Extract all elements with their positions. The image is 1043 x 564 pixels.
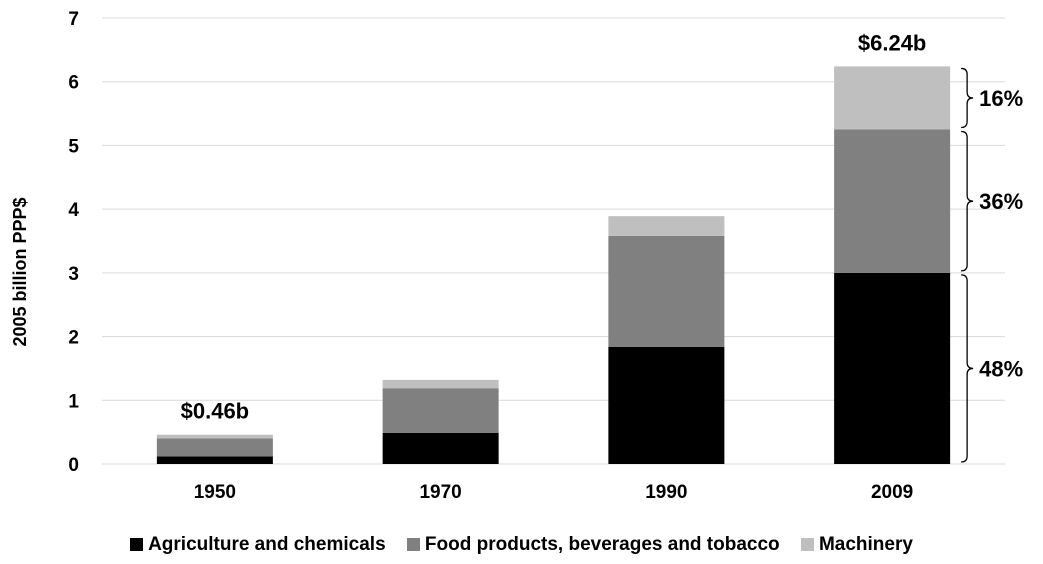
legend: Agriculture and chemicals Food products,…: [0, 534, 1043, 556]
x-tick-label: 1990: [645, 482, 687, 503]
legend-label-machinery: Machinery: [818, 534, 913, 555]
legend-label-agriculture: Agriculture and chemicals: [148, 534, 386, 555]
legend-swatch-food: [406, 538, 420, 551]
y-tick-label: 1: [68, 391, 79, 412]
y-tick-label: 5: [68, 136, 79, 157]
share-brace: [961, 274, 974, 463]
stacked-bar-chart: 0 1 2 3 4 5 6 7 2005 billion PPP$ 1950 1970 1990 2…: [10, 9, 1023, 503]
share-brace: [961, 67, 974, 129]
legend-item-food: Food products, beverages and tobacco: [406, 534, 780, 556]
gridlines: [102, 17, 1005, 465]
bar-segment: [156, 456, 273, 464]
y-tick-label: 7: [68, 9, 79, 30]
legend-swatch-machinery: [800, 538, 814, 551]
legend-swatch-agriculture: [130, 538, 144, 551]
bar-segment: [608, 346, 725, 464]
annotations: $0.46b $6.24b 16% 36% 48%: [181, 30, 1023, 463]
x-tick-label: 1950: [194, 482, 236, 503]
y-tick-label: 0: [68, 455, 79, 476]
share-brace: [961, 130, 974, 272]
y-axis-label: 2005 billion PPP$: [10, 197, 30, 346]
bar-segment: [608, 235, 725, 347]
share-label: 16%: [979, 86, 1023, 111]
share-label: 36%: [979, 189, 1023, 214]
y-tick-label: 6: [68, 73, 79, 94]
total-label: $0.46b: [181, 399, 250, 424]
y-tick-label: 2: [68, 328, 79, 349]
legend-label-food: Food products, beverages and tobacco: [424, 534, 780, 555]
bars: [156, 66, 951, 464]
bar-segment: [834, 272, 951, 464]
y-tick-label: 4: [68, 200, 79, 221]
y-tick-label: 3: [68, 264, 79, 285]
y-axis-ticks: 0 1 2 3 4 5 6 7: [68, 9, 79, 476]
x-tick-label: 2009: [871, 482, 913, 503]
x-tick-label: 1970: [419, 482, 461, 503]
bar-segment: [382, 379, 499, 389]
bar-segment: [382, 388, 499, 433]
bar-segment: [156, 438, 273, 457]
bar-segment: [608, 216, 725, 236]
x-axis-ticks: 1950 1970 1990 2009: [194, 482, 914, 503]
legend-item-machinery: Machinery: [800, 534, 913, 556]
bar-segment: [834, 66, 951, 130]
bar-segment: [382, 432, 499, 464]
legend-item-agriculture: Agriculture and chemicals: [130, 534, 386, 556]
total-label: $6.24b: [858, 30, 927, 55]
share-label: 48%: [979, 356, 1023, 381]
bar-segment: [156, 434, 273, 439]
bar-segment: [834, 129, 951, 273]
